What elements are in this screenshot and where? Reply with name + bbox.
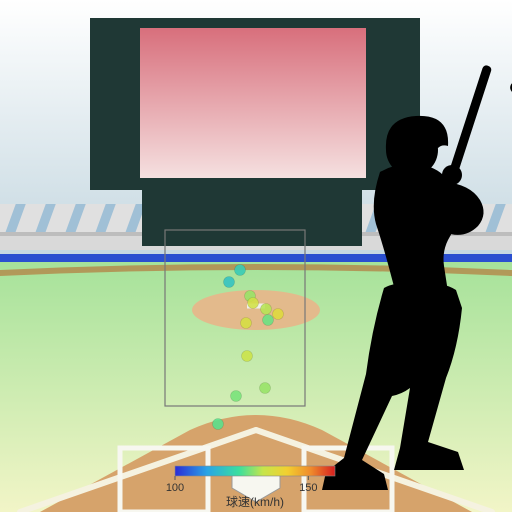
pitch-location-chart: 100 150 球速(km/h) xyxy=(0,0,512,512)
colorbar-tick-label: 100 xyxy=(166,482,184,494)
pitch-marker xyxy=(213,419,224,430)
pitch-marker xyxy=(241,318,252,329)
pitch-marker xyxy=(273,309,284,320)
pitch-marker xyxy=(248,298,259,309)
colorbar-tick-label: 150 xyxy=(299,482,317,494)
pitch-marker xyxy=(263,315,274,326)
pitch-marker xyxy=(235,265,246,276)
pitch-marker xyxy=(261,304,272,315)
pitch-marker xyxy=(260,383,271,394)
pitch-marker xyxy=(242,351,253,362)
pitch-marker xyxy=(224,277,235,288)
scoreboard-screen xyxy=(140,28,366,178)
pitch-marker xyxy=(231,391,242,402)
pitchers-mound xyxy=(192,290,320,330)
colorbar-label: 球速(km/h) xyxy=(226,495,284,509)
colorbar xyxy=(175,466,335,476)
